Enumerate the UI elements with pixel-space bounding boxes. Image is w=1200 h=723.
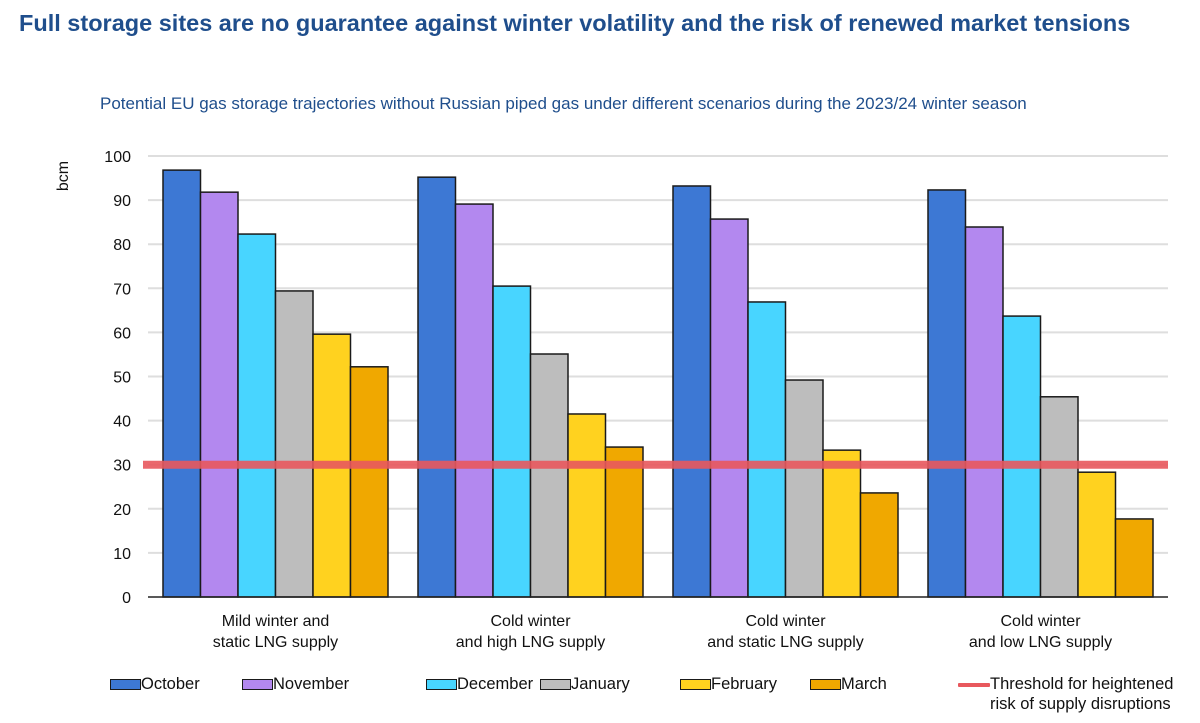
legend-label: November (273, 675, 350, 693)
bar-february-3 (822, 449, 862, 598)
bar-february-2 (567, 413, 607, 598)
legend-label: March (841, 675, 887, 693)
chart-subtitle: Potential EU gas storage trajectories wi… (100, 94, 1027, 113)
bar-october-2 (417, 176, 457, 598)
bar-january-2 (529, 353, 569, 598)
legend-swatch (110, 679, 141, 690)
legend-item-december: December (426, 674, 533, 694)
legend-label: January (571, 675, 630, 693)
bar-november-1 (199, 191, 239, 598)
bar-january-4 (1039, 396, 1079, 598)
bar-march-1 (349, 366, 389, 598)
bar-december-2 (492, 285, 532, 598)
legend-label: February (711, 675, 778, 693)
y-axis-ticks: 0 10 20 30 40 50 60 70 80 90 100 (104, 149, 131, 607)
category-label: Cold winter and static LNG supply (707, 613, 864, 651)
legend-swatch (810, 679, 841, 690)
page-title: Full storage sites are no guarantee agai… (19, 10, 1131, 36)
y-tick-label: 60 (113, 325, 131, 342)
bar-february-4 (1077, 471, 1117, 598)
bar-october-1 (162, 169, 202, 598)
legend: October November December January February Ma… (110, 674, 1200, 722)
y-tick-label: 70 (113, 281, 131, 298)
bar-january-3 (784, 379, 824, 598)
y-tick-label: 40 (113, 414, 131, 431)
bar-december-3 (747, 301, 787, 598)
legend-label: Threshold for heightened risk of supply … (990, 675, 1174, 713)
bars (162, 169, 1154, 598)
y-tick-label: 90 (113, 193, 131, 210)
y-tick-label: 100 (104, 149, 131, 166)
legend-label: October (141, 675, 200, 693)
legend-swatch (680, 679, 711, 690)
legend-item-january: January (540, 674, 630, 694)
category-labels: Mild winter and static LNG supply Cold win… (213, 613, 1112, 651)
y-axis-label: bcm (55, 161, 72, 191)
category-label: Cold winter and low LNG supply (969, 613, 1112, 651)
bar-december-4 (1002, 315, 1042, 598)
y-tick-label: 20 (113, 502, 131, 519)
bar-january-1 (274, 290, 314, 598)
y-tick-label: 30 (113, 458, 131, 475)
legend-swatch (242, 679, 273, 690)
bar-november-2 (454, 203, 494, 598)
legend-item-march: March (810, 674, 887, 694)
legend-item-february: February (680, 674, 777, 694)
bar-chart: 0 10 20 30 40 50 60 70 80 90 100 bcm Mild winter a… (55, 149, 1168, 651)
bar-november-4 (964, 226, 1004, 598)
bar-march-3 (859, 492, 899, 598)
legend-label: December (457, 675, 534, 693)
y-tick-label: 0 (122, 590, 131, 607)
y-tick-label: 10 (113, 546, 131, 563)
legend-line-swatch (958, 683, 990, 687)
bar-december-1 (237, 233, 277, 598)
y-tick-label: 50 (113, 370, 131, 387)
bar-october-4 (927, 189, 967, 598)
bar-october-3 (672, 185, 712, 598)
bar-march-2 (604, 446, 644, 598)
legend-item-october: October (110, 674, 200, 694)
legend-swatch (426, 679, 457, 690)
category-label: Cold winter and high LNG supply (456, 613, 605, 651)
y-tick-label: 80 (113, 237, 131, 254)
category-label: Mild winter and static LNG supply (213, 613, 338, 651)
bar-march-4 (1114, 518, 1154, 598)
legend-swatch (540, 679, 571, 690)
bar-november-3 (709, 218, 749, 598)
legend-item-november: November (242, 674, 349, 694)
legend-item-threshold: Threshold for heightened risk of supply … (958, 674, 1173, 714)
